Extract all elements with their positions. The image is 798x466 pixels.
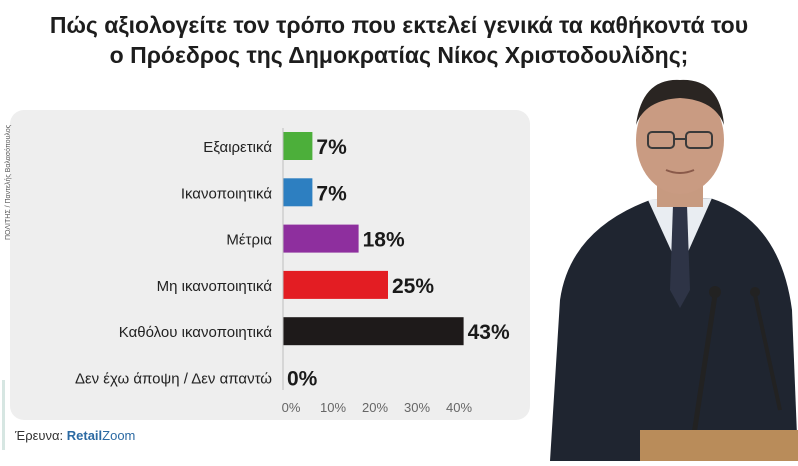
source-label: Έρευνα: bbox=[15, 428, 64, 443]
decorative-line bbox=[2, 380, 5, 450]
source-brand-part2: Zoom bbox=[102, 428, 136, 443]
category-label: Εξαιρετικά bbox=[203, 139, 272, 156]
category-label: Μη ικανοποιητικά bbox=[157, 278, 273, 295]
bar bbox=[283, 132, 313, 160]
chart-panel bbox=[10, 110, 530, 420]
photo-illustration bbox=[530, 70, 798, 462]
data-label: 7% bbox=[316, 182, 347, 205]
data-label: 7% bbox=[316, 136, 347, 159]
x-tick-label: 10% bbox=[320, 400, 346, 415]
bar bbox=[283, 178, 313, 207]
x-tick-label: 20% bbox=[362, 400, 388, 415]
photo-credit: ΠΟΛΙΤΗΣ / Παντελής Βαλασόπουλος bbox=[5, 124, 12, 240]
title-line-2: ο Πρόεδρος της Δημοκρατίας Νίκος Χριστοδ… bbox=[109, 42, 689, 68]
bar bbox=[283, 224, 359, 253]
data-label: 43% bbox=[468, 321, 510, 344]
data-label: 18% bbox=[363, 229, 405, 252]
bar bbox=[283, 317, 464, 346]
category-label: Μέτρια bbox=[226, 232, 272, 249]
chart-title: Πώς αξιολογείτε τον τρόπο που εκτελεί γε… bbox=[0, 10, 798, 70]
category-label: Δεν έχω άποψη / Δεν απαντώ bbox=[75, 371, 272, 388]
source-note: Έρευνα: RetailZoom bbox=[15, 428, 135, 443]
president-photo bbox=[530, 70, 798, 462]
category-label: Ικανοποιητικά bbox=[181, 185, 273, 202]
data-label: 0% bbox=[287, 368, 318, 391]
category-label: Καθόλου ικανοποιητικά bbox=[119, 324, 273, 341]
x-tick-label: 40% bbox=[446, 400, 472, 415]
x-tick-label: 0% bbox=[282, 400, 301, 415]
source-brand-part1: Retail bbox=[66, 428, 103, 443]
bar bbox=[283, 270, 388, 299]
title-line-1: Πώς αξιολογείτε τον τρόπο που εκτελεί γε… bbox=[49, 12, 749, 38]
data-label: 25% bbox=[392, 275, 434, 298]
x-tick-label: 30% bbox=[404, 400, 430, 415]
